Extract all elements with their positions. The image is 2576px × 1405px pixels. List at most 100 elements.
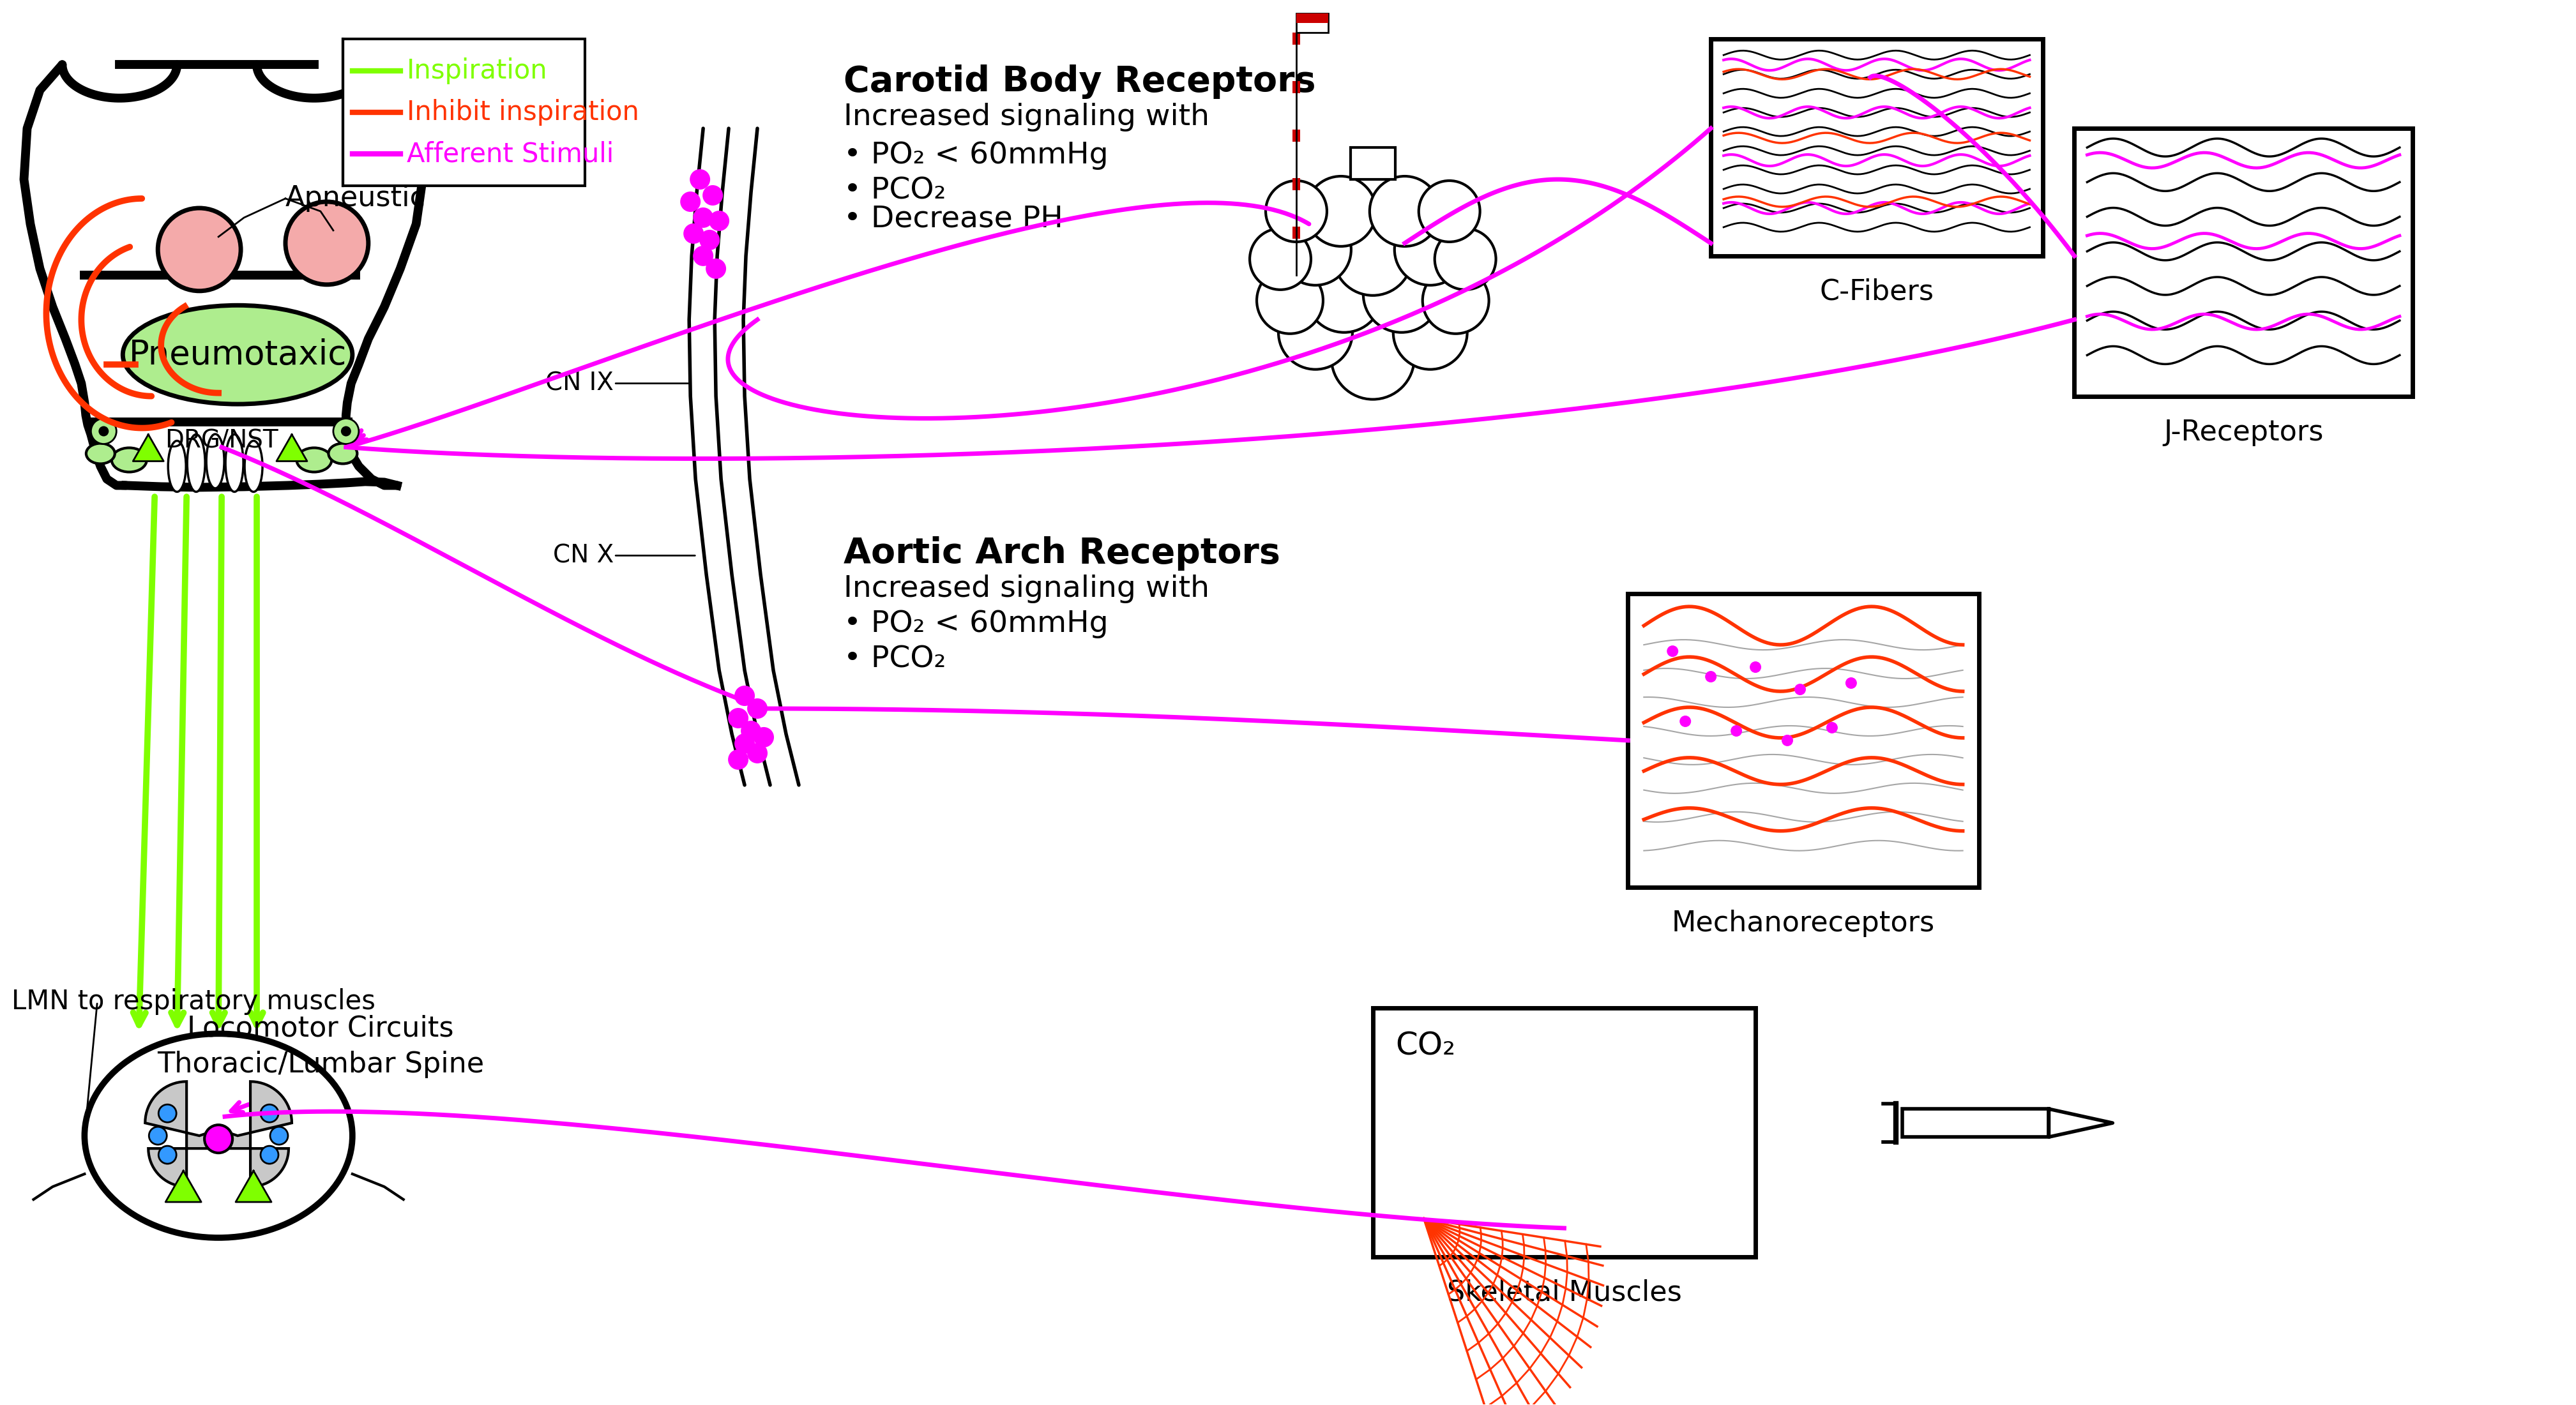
- Text: Skeletal Muscles: Skeletal Muscles: [1448, 1279, 1682, 1307]
- Ellipse shape: [206, 434, 224, 489]
- Circle shape: [734, 686, 755, 705]
- Circle shape: [1419, 181, 1481, 242]
- Polygon shape: [2048, 1109, 2112, 1137]
- Circle shape: [204, 1125, 232, 1154]
- Text: Locomotor Circuits
Thoracic/Lumbar Spine: Locomotor Circuits Thoracic/Lumbar Spine: [157, 1014, 484, 1078]
- Ellipse shape: [124, 305, 353, 405]
- Bar: [343, 39, 585, 185]
- Ellipse shape: [167, 441, 185, 492]
- Circle shape: [1826, 722, 1837, 733]
- Bar: [1293, 129, 1301, 142]
- Ellipse shape: [296, 448, 332, 472]
- Circle shape: [693, 246, 714, 266]
- Text: • PCO₂: • PCO₂: [842, 645, 945, 673]
- Text: CO₂: CO₂: [1396, 1030, 1455, 1061]
- Text: Increased signaling with: Increased signaling with: [842, 103, 1208, 132]
- Circle shape: [260, 1146, 278, 1163]
- Circle shape: [332, 419, 358, 444]
- Polygon shape: [276, 434, 307, 461]
- Text: • PO₂ < 60mmHg: • PO₂ < 60mmHg: [842, 610, 1108, 638]
- Circle shape: [706, 259, 726, 278]
- Text: J-Receptors: J-Receptors: [2164, 419, 2324, 445]
- Circle shape: [1278, 295, 1352, 370]
- Polygon shape: [165, 1170, 201, 1203]
- Circle shape: [157, 208, 240, 291]
- Ellipse shape: [188, 434, 206, 492]
- Circle shape: [1435, 229, 1497, 289]
- Circle shape: [747, 743, 768, 763]
- Bar: [1293, 32, 1301, 45]
- Circle shape: [340, 426, 350, 437]
- Circle shape: [286, 202, 368, 285]
- Ellipse shape: [111, 448, 147, 472]
- Text: Mechanoreceptors: Mechanoreceptors: [1672, 909, 1935, 937]
- Circle shape: [680, 191, 701, 212]
- Bar: [1350, 148, 1396, 180]
- Circle shape: [160, 1104, 175, 1123]
- Circle shape: [1249, 229, 1311, 289]
- Text: Increased signaling with: Increased signaling with: [842, 575, 1208, 603]
- Ellipse shape: [245, 441, 263, 492]
- Bar: [1293, 155, 1301, 166]
- Bar: [1293, 202, 1301, 215]
- Text: Afferent Stimuli: Afferent Stimuli: [407, 141, 613, 167]
- Text: DRG/NST: DRG/NST: [165, 429, 278, 452]
- Text: Aortic Arch Receptors: Aortic Arch Receptors: [842, 537, 1280, 570]
- Bar: [1296, 14, 1329, 24]
- Ellipse shape: [85, 444, 116, 464]
- Circle shape: [690, 169, 711, 190]
- Circle shape: [747, 698, 768, 719]
- Text: LMN to respiratory muscles: LMN to respiratory muscles: [10, 989, 376, 1016]
- Circle shape: [1265, 181, 1327, 242]
- Circle shape: [1749, 662, 1762, 673]
- Text: Carotid Body Receptors: Carotid Body Receptors: [842, 65, 1316, 100]
- Circle shape: [693, 208, 714, 228]
- Text: Inhibit inspiration: Inhibit inspiration: [407, 98, 639, 126]
- Circle shape: [1422, 267, 1489, 333]
- Circle shape: [160, 1146, 175, 1163]
- Text: CN IX: CN IX: [546, 371, 613, 396]
- Text: • Decrease PH: • Decrease PH: [842, 205, 1064, 233]
- Bar: [2074, 128, 2411, 396]
- Circle shape: [1370, 176, 1440, 246]
- Circle shape: [1280, 214, 1352, 285]
- Bar: [1293, 58, 1301, 69]
- Circle shape: [742, 721, 760, 740]
- Circle shape: [211, 1128, 227, 1144]
- Circle shape: [1334, 216, 1412, 295]
- Bar: [1293, 226, 1301, 239]
- Circle shape: [1332, 316, 1414, 399]
- Bar: [1293, 81, 1301, 93]
- Circle shape: [1394, 295, 1468, 370]
- Bar: [1293, 178, 1301, 190]
- Circle shape: [1705, 672, 1716, 683]
- Circle shape: [698, 230, 719, 250]
- Circle shape: [98, 426, 108, 437]
- Circle shape: [90, 419, 116, 444]
- Circle shape: [1394, 214, 1466, 285]
- Circle shape: [729, 749, 750, 770]
- Circle shape: [734, 733, 755, 754]
- Ellipse shape: [85, 1034, 353, 1238]
- Text: Pneumotaxic: Pneumotaxic: [129, 339, 348, 371]
- Circle shape: [1795, 684, 1806, 695]
- Circle shape: [1257, 267, 1324, 333]
- Text: C-Fibers: C-Fibers: [1819, 278, 1935, 306]
- Bar: [1710, 39, 2043, 256]
- Polygon shape: [134, 434, 165, 461]
- Polygon shape: [144, 1082, 291, 1187]
- Text: Apneustic: Apneustic: [286, 185, 425, 212]
- Ellipse shape: [330, 444, 358, 464]
- Bar: [1293, 251, 1301, 263]
- Circle shape: [755, 726, 773, 747]
- Circle shape: [1844, 677, 1857, 688]
- Circle shape: [1680, 715, 1690, 726]
- Ellipse shape: [227, 434, 242, 492]
- Bar: [1901, 1109, 2048, 1137]
- Circle shape: [1363, 256, 1440, 333]
- Circle shape: [683, 223, 703, 244]
- Circle shape: [1667, 645, 1680, 658]
- Circle shape: [260, 1104, 278, 1123]
- Circle shape: [1306, 256, 1383, 333]
- Bar: [1293, 105, 1301, 118]
